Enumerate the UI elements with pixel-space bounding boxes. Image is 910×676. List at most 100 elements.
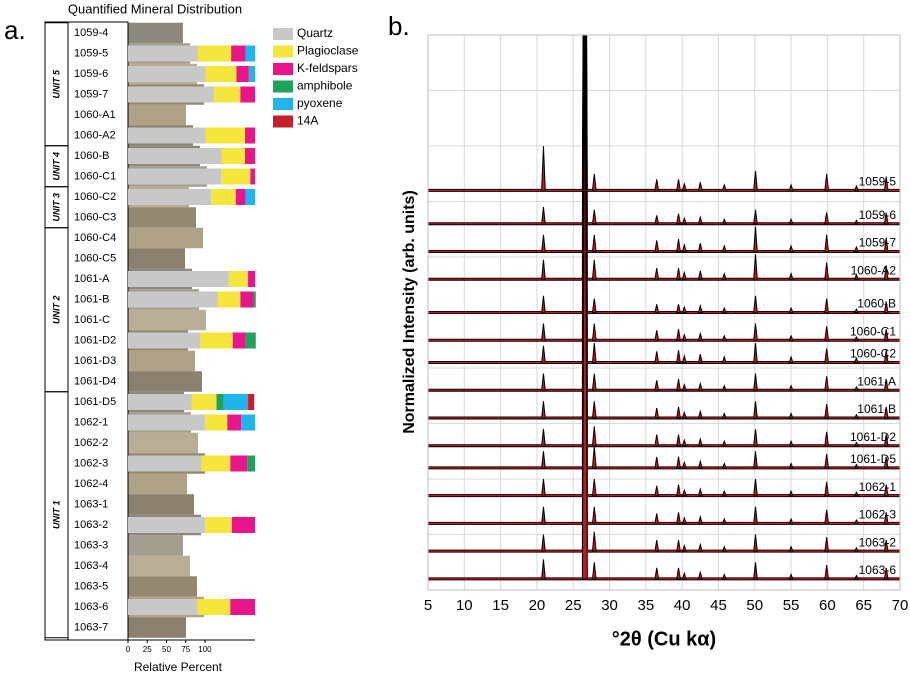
peak	[681, 410, 687, 419]
peak	[676, 350, 681, 363]
peak	[591, 373, 597, 391]
peak	[697, 437, 703, 447]
category-label: 1061-D3	[74, 355, 116, 367]
peak	[697, 570, 703, 580]
peak	[883, 484, 889, 497]
peak	[681, 270, 687, 280]
peak	[788, 272, 794, 280]
peak	[681, 543, 687, 552]
bar-segment	[128, 189, 212, 205]
x-tick-label: 60	[819, 597, 836, 614]
bar-segment	[218, 291, 241, 308]
peak	[697, 409, 703, 419]
peak	[676, 179, 681, 191]
category-label: 1059-7	[74, 88, 108, 100]
unit-label: UNIT 5	[51, 69, 61, 98]
bar-segment	[205, 66, 237, 82]
peak	[541, 428, 546, 447]
peak	[883, 350, 889, 363]
bar-segment	[232, 332, 246, 349]
peak	[883, 176, 889, 191]
peak	[883, 512, 889, 524]
peak	[721, 573, 727, 580]
peak	[676, 434, 681, 447]
strat-layer	[128, 494, 194, 515]
bar-segment	[228, 271, 249, 287]
patterns	[428, 35, 900, 581]
category-label: 1063-5	[74, 580, 108, 592]
x-tick-label: 55	[783, 597, 800, 614]
peak	[681, 571, 687, 580]
bar-segment	[247, 455, 255, 472]
pattern-label: 1059-7	[859, 236, 897, 250]
x-axis-label: Relative Percent	[134, 660, 223, 674]
peak	[681, 438, 687, 447]
bar-segment	[248, 271, 255, 287]
peak	[824, 173, 830, 191]
category-label: 1063-7	[74, 621, 108, 633]
peak	[541, 401, 546, 419]
peak	[721, 272, 727, 280]
peak	[853, 574, 860, 580]
peak	[541, 478, 546, 497]
bar-segment	[204, 517, 232, 533]
peak	[788, 217, 794, 225]
category-label: 1061-B	[74, 293, 109, 305]
peak	[824, 481, 830, 497]
pattern-label: 1062-3	[859, 508, 897, 522]
peak	[591, 173, 597, 191]
peak	[541, 345, 546, 363]
peak	[541, 206, 546, 225]
category-label: 1062-4	[74, 478, 108, 490]
peak	[853, 491, 860, 497]
strat-layer	[128, 350, 195, 372]
peak	[753, 506, 758, 524]
peak	[853, 184, 859, 191]
peak	[753, 170, 758, 191]
peak	[721, 306, 727, 313]
x-tick-label: 25	[143, 645, 152, 654]
bar-segment	[216, 394, 224, 410]
peak	[676, 304, 681, 313]
peak	[697, 181, 703, 191]
peak	[697, 514, 703, 524]
pattern-label: 1060-A2	[851, 263, 897, 277]
bar-segment	[128, 414, 205, 431]
category-label: 1063-3	[74, 539, 108, 551]
bar-segment	[248, 394, 255, 410]
strat-layer	[128, 207, 196, 228]
peak	[883, 301, 889, 313]
bar-segment	[128, 148, 222, 164]
bar-segment	[221, 168, 251, 185]
category-label: 1061-D2	[74, 334, 116, 346]
peak	[853, 308, 860, 313]
peak	[676, 268, 681, 280]
bar-segment	[221, 148, 245, 164]
peak	[824, 326, 830, 341]
peak	[883, 212, 889, 225]
peak	[824, 564, 830, 580]
peak	[676, 329, 681, 341]
peak	[697, 331, 703, 341]
legend-swatch	[273, 63, 293, 75]
category-label: 1061-A	[74, 273, 110, 285]
legend-swatch	[273, 45, 293, 58]
peak	[654, 240, 660, 252]
peak	[788, 489, 794, 497]
peak	[676, 239, 681, 252]
peak	[721, 489, 727, 497]
pattern-label: 1063-2	[859, 535, 897, 549]
category-label: 1060-A2	[74, 129, 116, 141]
peak	[541, 506, 546, 524]
peak	[591, 342, 597, 363]
peak	[788, 545, 794, 552]
bar-segment	[245, 332, 256, 349]
pattern-label: 1061-D5	[850, 452, 896, 466]
legend-swatch	[273, 98, 293, 110]
peak	[824, 537, 830, 552]
x-tick-label: 40	[674, 597, 691, 614]
category-label: 1063-6	[74, 601, 108, 613]
peak	[824, 298, 830, 313]
peak	[824, 234, 830, 252]
peak	[591, 234, 597, 252]
